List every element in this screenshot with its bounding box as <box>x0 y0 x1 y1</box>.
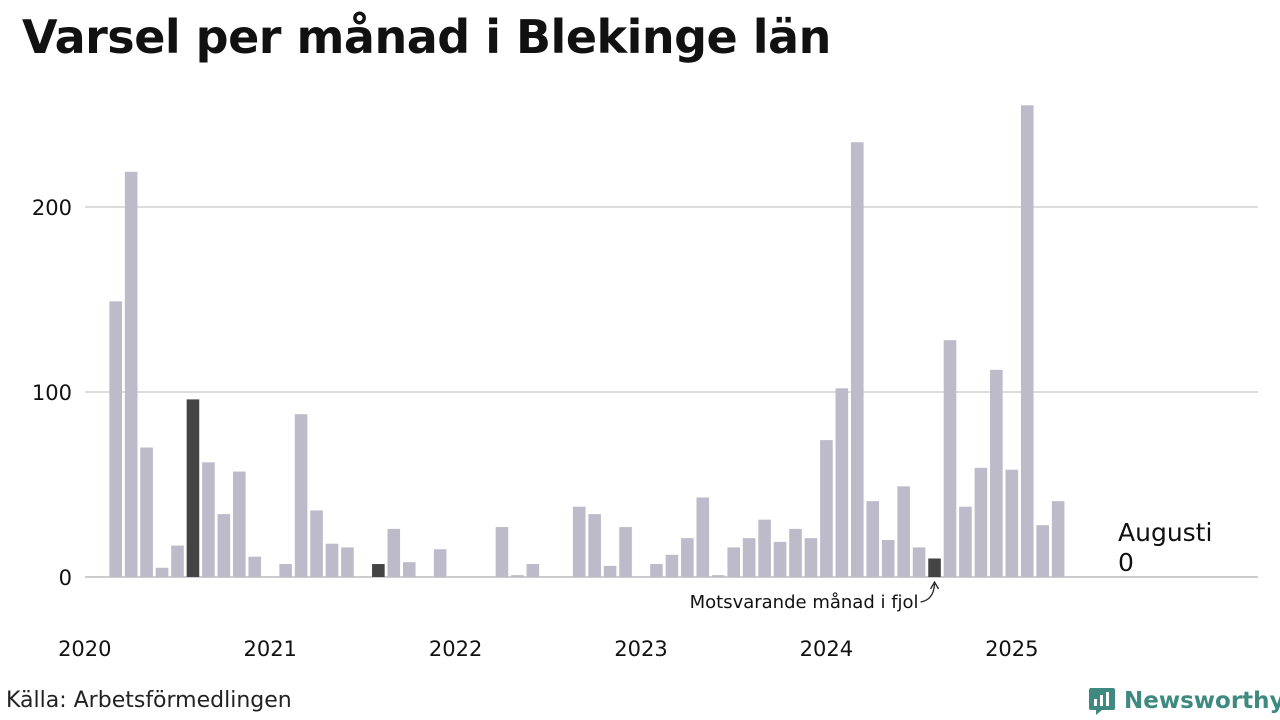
bar <box>835 388 849 577</box>
bar <box>742 538 756 577</box>
bar <box>387 528 401 577</box>
bar <box>804 538 818 577</box>
bar <box>773 541 787 577</box>
bar <box>789 528 802 577</box>
y-tick-label: 100 <box>32 381 72 405</box>
bar <box>526 564 540 577</box>
bar <box>881 540 895 577</box>
bar <box>109 301 122 577</box>
bar <box>402 562 416 577</box>
bar <box>186 399 200 577</box>
x-tick-label: 2022 <box>429 637 482 661</box>
bar <box>572 506 586 577</box>
bar <box>959 506 972 577</box>
bar <box>325 543 339 577</box>
bar <box>912 547 926 577</box>
bar <box>758 519 771 577</box>
bar <box>248 556 262 577</box>
bar <box>372 564 385 577</box>
brand-logo[interactable]: Newsworthy <box>1088 684 1280 718</box>
bar <box>140 447 153 577</box>
bar <box>1036 525 1049 577</box>
bar <box>171 545 184 577</box>
bar <box>294 414 308 577</box>
x-tick-label: 2020 <box>58 637 111 661</box>
bar <box>681 538 694 577</box>
y-tick-label: 0 <box>59 566 72 590</box>
bar <box>665 554 679 577</box>
annotation-arrowhead <box>929 580 940 590</box>
bar <box>124 171 138 577</box>
bar <box>233 471 246 577</box>
bar <box>727 547 740 577</box>
brand-name: Newsworthy <box>1124 688 1280 714</box>
bar <box>202 462 215 577</box>
bar <box>974 467 988 577</box>
bar <box>650 564 663 577</box>
bar <box>897 486 910 577</box>
annotation-arrow <box>920 583 936 603</box>
bar <box>217 514 231 577</box>
bar <box>1020 105 1034 577</box>
y-tick-label: 200 <box>32 196 72 220</box>
bar <box>433 549 447 577</box>
bar <box>1051 501 1065 577</box>
bar <box>696 497 710 577</box>
bar <box>341 547 354 577</box>
bar <box>990 369 1003 577</box>
bar <box>310 510 323 577</box>
x-tick-label: 2025 <box>985 637 1038 661</box>
newsworthy-logo-icon <box>1089 688 1115 715</box>
bar <box>495 527 509 577</box>
latest-month-label: Augusti <box>1118 518 1212 547</box>
source-text: Källa: Arbetsförmedlingen <box>6 688 292 713</box>
chart-title: Varsel per månad i Blekinge län <box>22 10 831 64</box>
bar <box>588 514 601 577</box>
bar <box>279 564 292 577</box>
bar <box>851 142 864 577</box>
bar <box>603 565 617 577</box>
bar <box>711 575 725 577</box>
bar <box>943 340 957 577</box>
annotation-text: Motsvarande månad i fjol <box>690 592 919 613</box>
bar <box>619 527 632 577</box>
x-tick-label: 2024 <box>800 637 853 661</box>
x-tick-label: 2023 <box>614 637 667 661</box>
bar <box>155 567 169 577</box>
latest-value-label: 0 <box>1118 548 1134 577</box>
x-tick-label: 2021 <box>243 637 296 661</box>
bar <box>820 440 833 577</box>
bar <box>928 558 941 577</box>
bar <box>511 575 524 577</box>
bar <box>866 501 880 577</box>
bar <box>1005 469 1019 577</box>
